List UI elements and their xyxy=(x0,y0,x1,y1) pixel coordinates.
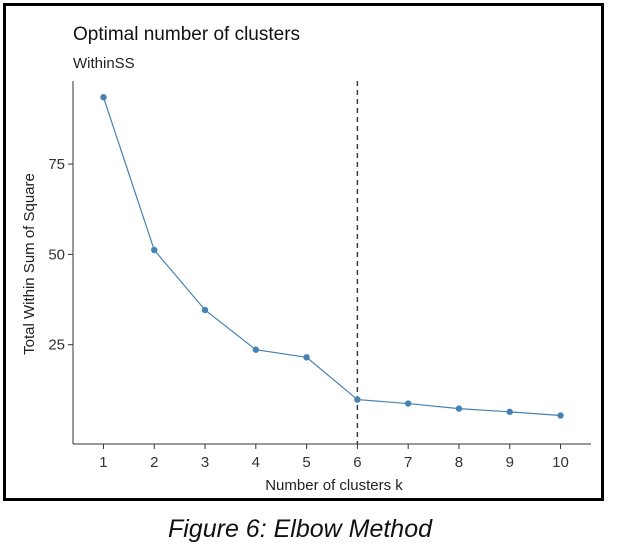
x-tick-label: 2 xyxy=(150,454,158,471)
x-axis-title: Number of clusters k xyxy=(265,477,403,494)
y-tick-label: 50 xyxy=(48,246,65,263)
x-tick-label: 4 xyxy=(252,454,260,471)
x-tick-label: 10 xyxy=(552,454,569,471)
data-point xyxy=(354,396,361,403)
figure-caption: Figure 6: Elbow Method xyxy=(167,515,433,543)
chart-frame: Optimal number of clusters WithinSS 1 2 3 4… xyxy=(3,3,604,501)
data-point xyxy=(303,354,310,361)
x-tick-label: 3 xyxy=(201,454,209,471)
marks-layer xyxy=(100,81,564,444)
x-tick-label: 1 xyxy=(99,454,107,471)
x-tick-label: 5 xyxy=(302,454,310,471)
elbow-chart: Optimal number of clusters WithinSS 1 2 3 4… xyxy=(21,24,591,494)
x-tick-label: 8 xyxy=(455,454,463,471)
data-point xyxy=(100,94,107,101)
data-point xyxy=(404,400,412,407)
data-point xyxy=(506,408,513,416)
data-point xyxy=(557,412,564,419)
x-tick-label: 7 xyxy=(404,454,412,471)
data-point xyxy=(201,306,209,314)
series-line xyxy=(102,97,561,417)
y-axis-title: Total Within Sum of Square xyxy=(21,173,38,355)
x-tick-label: 9 xyxy=(506,454,514,471)
y-tick-label: 25 xyxy=(48,337,65,354)
data-point xyxy=(252,346,260,353)
data-point xyxy=(151,246,158,254)
y-tick-label: 75 xyxy=(48,156,65,173)
x-tick-label: 6 xyxy=(353,454,361,471)
chart-subtitle: WithinSS xyxy=(73,55,135,72)
axes-layer: 1 2 3 4 5 6 7 8 9 10 25 50 75 xyxy=(48,81,591,471)
chart-title: Optimal number of clusters xyxy=(73,24,300,45)
data-point xyxy=(455,405,463,412)
